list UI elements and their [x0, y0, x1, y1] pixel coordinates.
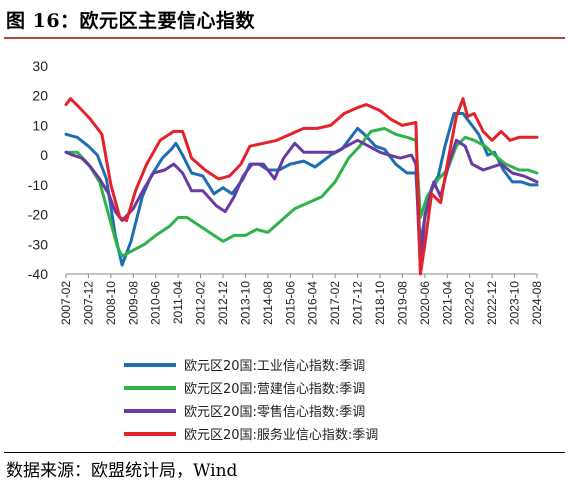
y-tick-label: 20	[32, 88, 48, 104]
x-tick-label: 2016-04	[306, 281, 320, 325]
y-tick-label: -20	[28, 207, 48, 223]
x-tick-label: 2024-08	[530, 281, 544, 325]
y-tick-label: 30	[32, 58, 48, 74]
chart-axes: 30 20 10 0 -10 -20 -30 -40 2007-02 2007-12 2008-10…	[28, 58, 544, 325]
y-tick-label: -10	[28, 177, 48, 193]
x-tick-label: 2011-04	[171, 281, 185, 324]
y-tick-label: 10	[32, 117, 48, 133]
x-tick-label: 2010-06	[149, 281, 163, 325]
x-tick-label: 2023-10	[508, 281, 522, 325]
x-tick-label: 2019-08	[395, 281, 409, 325]
x-tick-label: 2009-08	[126, 281, 140, 325]
x-tick-label: 2018-10	[373, 281, 387, 325]
x-tick-label: 2022-12	[485, 281, 499, 325]
x-tick-label: 2015-06	[283, 281, 297, 325]
y-tick-label: 0	[40, 147, 48, 163]
x-tick-label: 2017-12	[351, 281, 365, 325]
x-tick-label: 2020-06	[418, 281, 432, 325]
y-tick-label: -30	[28, 236, 48, 252]
x-tick-label: 2014-08	[261, 281, 275, 325]
legend-label: 欧元区20国:零售信心指数:季调	[184, 404, 365, 420]
x-tick-label: 2012-02	[194, 281, 208, 325]
x-tick-label: 2012-12	[216, 281, 230, 325]
source-note: 数据来源：欧盟统计局，Wind	[6, 461, 238, 481]
legend-label: 欧元区20国:营建信心指数:季调	[184, 382, 365, 397]
series-line-4	[64, 97, 539, 276]
series-line-2	[64, 126, 539, 258]
title-divider	[4, 37, 565, 39]
x-tick-label: 2007-12	[81, 281, 95, 325]
x-tick-label: 2017-02	[328, 281, 342, 325]
legend-label: 欧元区20国:服务业信心指数:季调	[184, 427, 378, 443]
x-tick-label: 2013-10	[238, 281, 252, 325]
x-tick-label: 2022-02	[463, 281, 477, 325]
source-divider	[4, 452, 565, 453]
chart-series	[64, 97, 539, 276]
y-tick-label: -40	[28, 266, 48, 282]
series-line-3	[64, 138, 539, 273]
x-tick-label: 2021-04	[440, 281, 454, 325]
legend-label: 欧元区20国:工业信心指数:季调	[184, 359, 365, 374]
x-tick-label: 2008-10	[104, 281, 118, 325]
x-tick-label: 2007-02	[59, 281, 73, 325]
chart-legend: 欧元区20国:工业信心指数:季调欧元区20国:营建信心指数:季调欧元区20国:零…	[124, 359, 378, 443]
page-title: 图 16：欧元区主要信心指数	[6, 10, 256, 32]
